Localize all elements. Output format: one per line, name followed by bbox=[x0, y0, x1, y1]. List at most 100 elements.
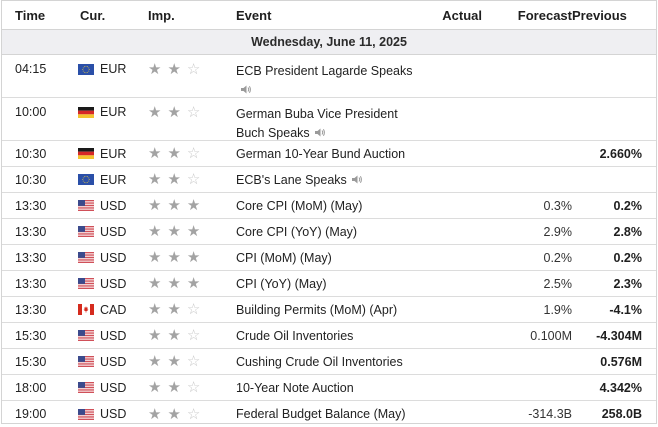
star-filled-icon: ★ bbox=[186, 223, 201, 240]
table-row[interactable]: 13:30 CAD ★ ★ ☆ Building Permits (MoM) (Apr) 1… bbox=[2, 297, 656, 323]
event-cell: CPI (MoM) (May) bbox=[220, 251, 416, 265]
importance-rating: ★ ★ ☆ bbox=[148, 146, 220, 161]
forecast-value bbox=[482, 98, 572, 105]
event-name[interactable]: German Buba Vice President bbox=[236, 107, 398, 121]
event-name[interactable]: CPI (MoM) (May) bbox=[236, 250, 332, 265]
event-name[interactable]: Federal Budget Balance (May) bbox=[236, 407, 406, 421]
forecast-value: 2.5% bbox=[543, 276, 573, 291]
star-filled-icon: ★ bbox=[167, 275, 181, 292]
currency-code: EUR bbox=[100, 62, 127, 76]
table-row[interactable]: 13:30 USD ★ ★ ★ Core CPI (MoM) (May) 0.3% 0.2% bbox=[2, 193, 656, 219]
event-name[interactable]: ECB President Lagarde Speaks bbox=[236, 64, 413, 78]
table-row[interactable]: 10:30 EUR ★ ★ ☆ German 10-Year Bund Auction 2.… bbox=[2, 141, 656, 167]
star-filled-icon: ★ bbox=[148, 104, 162, 121]
event-name[interactable]: 10-Year Note Auction bbox=[236, 380, 354, 395]
speaker-icon[interactable] bbox=[240, 84, 252, 95]
event-name[interactable]: Core CPI (YoY) (May) bbox=[236, 224, 358, 239]
header-forecast[interactable]: Forecast bbox=[517, 7, 572, 23]
previous-value: 2.660% bbox=[599, 146, 642, 161]
importance-rating: ★ ★ ☆ bbox=[148, 302, 220, 317]
header-importance[interactable]: Imp. bbox=[148, 7, 175, 23]
actual-value bbox=[416, 55, 482, 62]
star-filled-icon: ★ bbox=[167, 249, 181, 266]
importance-rating: ★ ★ ☆ bbox=[148, 105, 220, 120]
currency-code: USD bbox=[100, 354, 127, 369]
us-flag-icon bbox=[78, 200, 94, 211]
star-filled-icon: ★ bbox=[148, 301, 162, 318]
day-separator: Wednesday, June 11, 2025 bbox=[2, 30, 656, 55]
event-name[interactable]: Crude Oil Inventories bbox=[236, 328, 354, 343]
currency-code: EUR bbox=[100, 172, 127, 187]
event-name[interactable]: CPI (YoY) (May) bbox=[236, 276, 327, 291]
star-filled-icon: ★ bbox=[148, 249, 162, 266]
star-empty-icon: ☆ bbox=[186, 145, 201, 162]
table-row[interactable]: 19:00 USD ★ ★ ☆ Federal Budget Balance (May) -… bbox=[2, 401, 656, 427]
currency-code: USD bbox=[100, 276, 127, 291]
table-row[interactable]: 10:30 EUR ★ ★ ☆ ECB's Lane Speaks bbox=[2, 167, 656, 193]
event-cell: German 10-Year Bund Auction bbox=[220, 147, 416, 161]
table-row[interactable]: 15:30 USD ★ ★ ☆ Crude Oil Inventories 0.100M -4… bbox=[2, 323, 656, 349]
importance-rating: ★ ★ ★ bbox=[148, 250, 220, 265]
event-cell: 10-Year Note Auction bbox=[220, 381, 416, 395]
table-row[interactable]: 10:00 EUR ★ ★ ☆ German Buba Vice President Buc… bbox=[2, 98, 656, 141]
star-filled-icon: ★ bbox=[167, 301, 181, 318]
star-filled-icon: ★ bbox=[148, 379, 162, 396]
star-filled-icon: ★ bbox=[186, 197, 201, 214]
event-time: 13:30 bbox=[15, 198, 47, 213]
de-flag-icon bbox=[78, 148, 94, 159]
currency-code: USD bbox=[100, 198, 127, 213]
eu-flag-icon bbox=[78, 63, 94, 75]
event-name-continued[interactable]: Buch Speaks bbox=[236, 126, 310, 140]
forecast-value: 0.2% bbox=[543, 250, 573, 265]
event-time: 18:00 bbox=[15, 380, 47, 395]
event-time: 13:30 bbox=[15, 302, 47, 317]
event-name[interactable]: Building Permits (MoM) (Apr) bbox=[236, 302, 398, 317]
forecast-value: 0.100M bbox=[530, 328, 572, 343]
previous-value: 0.576M bbox=[600, 354, 642, 369]
event-name[interactable]: ECB's Lane Speaks bbox=[236, 172, 347, 187]
header-actual[interactable]: Actual bbox=[442, 7, 482, 23]
table-row[interactable]: 18:00 USD ★ ★ ☆ 10-Year Note Auction 4.342% bbox=[2, 375, 656, 401]
star-filled-icon: ★ bbox=[167, 327, 181, 344]
importance-rating: ★ ★ ☆ bbox=[148, 62, 220, 77]
speaker-icon[interactable] bbox=[314, 127, 326, 138]
table-header: Time Cur. Imp. Event Actual Forecast Pre… bbox=[2, 1, 656, 30]
importance-rating: ★ ★ ☆ bbox=[148, 172, 220, 187]
table-row[interactable]: 04:15 EUR ★ ★ ☆ ECB President Lagarde Speaks bbox=[2, 55, 656, 98]
event-name[interactable]: Cushing Crude Oil Inventories bbox=[236, 354, 403, 369]
star-filled-icon: ★ bbox=[148, 145, 162, 162]
event-time: 15:30 bbox=[15, 354, 47, 369]
us-flag-icon bbox=[78, 226, 94, 237]
importance-rating: ★ ★ ☆ bbox=[148, 354, 220, 369]
star-filled-icon: ★ bbox=[148, 171, 162, 188]
header-currency[interactable]: Cur. bbox=[80, 7, 106, 23]
event-cell: Core CPI (YoY) (May) bbox=[220, 225, 416, 239]
event-cell: Building Permits (MoM) (Apr) bbox=[220, 303, 416, 317]
event-cell: German Buba Vice President Buch Speaks bbox=[220, 98, 416, 143]
speaker-icon[interactable] bbox=[351, 174, 363, 185]
forecast-value: 0.3% bbox=[543, 198, 573, 213]
event-name[interactable]: German 10-Year Bund Auction bbox=[236, 146, 406, 161]
event-name[interactable]: Core CPI (MoM) (May) bbox=[236, 198, 363, 213]
table-row[interactable]: 13:30 USD ★ ★ ★ CPI (YoY) (May) 2.5% 2.3% bbox=[2, 271, 656, 297]
table-row[interactable]: 15:30 USD ★ ★ ☆ Cushing Crude Oil Inventories… bbox=[2, 349, 656, 375]
star-filled-icon: ★ bbox=[148, 405, 162, 423]
importance-rating: ★ ★ ★ bbox=[148, 224, 220, 239]
event-time: 04:15 bbox=[15, 62, 47, 76]
header-previous[interactable]: Previous bbox=[572, 7, 627, 23]
table-row[interactable]: 13:30 USD ★ ★ ★ CPI (MoM) (May) 0.2% 0.2% bbox=[2, 245, 656, 271]
header-event[interactable]: Event bbox=[236, 7, 272, 23]
table-row[interactable]: 13:30 USD ★ ★ ★ Core CPI (YoY) (May) 2.9% 2.8% bbox=[2, 219, 656, 245]
currency-code: USD bbox=[100, 328, 127, 343]
event-cell: Federal Budget Balance (May) bbox=[220, 407, 416, 421]
star-filled-icon: ★ bbox=[167, 197, 181, 214]
star-empty-icon: ☆ bbox=[186, 171, 201, 188]
header-time[interactable]: Time bbox=[15, 7, 46, 23]
star-filled-icon: ★ bbox=[167, 379, 181, 396]
star-filled-icon: ★ bbox=[167, 145, 181, 162]
importance-rating: ★ ★ ☆ bbox=[148, 380, 220, 395]
star-filled-icon: ★ bbox=[167, 405, 181, 423]
previous-value: 2.8% bbox=[613, 224, 643, 239]
star-empty-icon: ☆ bbox=[186, 379, 201, 396]
de-flag-icon bbox=[78, 106, 94, 118]
